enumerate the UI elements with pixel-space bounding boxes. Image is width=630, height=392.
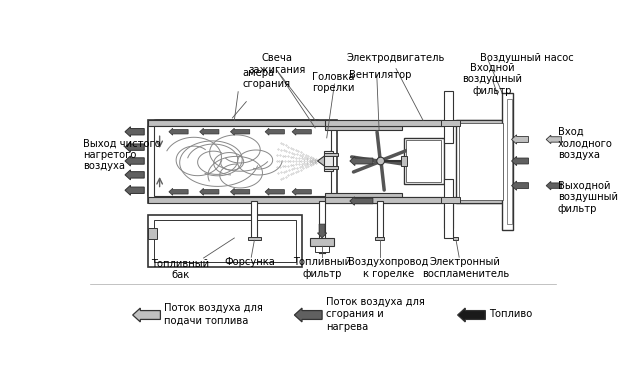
- Text: амера
сгорания: амера сгорания: [242, 68, 290, 89]
- Text: Вход
холодного
воздуха: Вход холодного воздуха: [558, 127, 612, 160]
- Polygon shape: [350, 156, 373, 166]
- Polygon shape: [231, 188, 249, 195]
- Bar: [404, 138, 444, 184]
- Bar: [148, 197, 502, 203]
- Bar: [148, 228, 158, 239]
- Polygon shape: [512, 156, 529, 166]
- Bar: [325, 125, 402, 130]
- Polygon shape: [169, 188, 188, 195]
- Bar: [444, 201, 453, 238]
- Text: Вентилятор: Вентилятор: [350, 70, 412, 80]
- Bar: [502, 93, 513, 230]
- Bar: [324, 153, 338, 156]
- Bar: [319, 201, 325, 240]
- Text: Поток воздуха для
подачи топлива: Поток воздуха для подачи топлива: [164, 303, 263, 325]
- Polygon shape: [125, 170, 144, 180]
- Polygon shape: [133, 308, 161, 322]
- Text: Топливный
бак: Топливный бак: [151, 259, 210, 280]
- Bar: [248, 237, 261, 240]
- Text: Форсунка: Форсунка: [224, 257, 275, 267]
- Text: Головка
горелки: Головка горелки: [312, 72, 354, 93]
- Polygon shape: [318, 224, 327, 238]
- Bar: [148, 215, 302, 267]
- Bar: [375, 237, 384, 240]
- Polygon shape: [200, 188, 219, 195]
- Polygon shape: [546, 181, 561, 190]
- Bar: [324, 166, 338, 169]
- Bar: [440, 197, 460, 203]
- Text: Топливный
фильтр: Топливный фильтр: [293, 257, 351, 279]
- Polygon shape: [125, 127, 144, 137]
- Bar: [315, 246, 329, 252]
- Polygon shape: [318, 151, 331, 171]
- Bar: [325, 197, 510, 203]
- Text: Выходной
воздушный
фильтр: Выходной воздушный фильтр: [558, 181, 618, 214]
- Text: Электронный
воспламенитель: Электронный воспламенитель: [421, 257, 509, 279]
- Bar: [453, 237, 457, 240]
- Bar: [251, 201, 258, 238]
- Bar: [325, 120, 510, 125]
- Polygon shape: [125, 156, 144, 166]
- Bar: [154, 220, 296, 262]
- Polygon shape: [292, 188, 311, 195]
- Bar: [440, 120, 460, 125]
- Text: Входной
воздушный
фильтр: Входной воздушный фильтр: [462, 62, 522, 96]
- Polygon shape: [350, 197, 373, 205]
- Circle shape: [377, 157, 384, 165]
- Polygon shape: [546, 135, 561, 144]
- Bar: [154, 126, 331, 196]
- Bar: [325, 192, 402, 197]
- Bar: [324, 151, 333, 171]
- Text: Топливо: Топливо: [489, 309, 532, 319]
- Polygon shape: [125, 142, 144, 152]
- Text: Выход чистого
нагретого
воздуха: Выход чистого нагретого воздуха: [83, 138, 161, 171]
- Polygon shape: [125, 185, 144, 195]
- Bar: [401, 156, 407, 166]
- Bar: [456, 120, 506, 203]
- FancyBboxPatch shape: [148, 120, 325, 203]
- Text: Воздухопровод
к горелке: Воздухопровод к горелке: [348, 257, 428, 279]
- Polygon shape: [512, 181, 529, 190]
- Polygon shape: [265, 188, 284, 195]
- Polygon shape: [294, 308, 322, 322]
- Text: Воздушный насос: Воздушный насос: [480, 53, 574, 63]
- Polygon shape: [231, 128, 249, 135]
- Text: Свеча
зажигания: Свеча зажигания: [248, 53, 306, 75]
- Bar: [148, 120, 336, 203]
- Bar: [148, 120, 502, 125]
- Bar: [507, 100, 512, 224]
- Polygon shape: [169, 128, 188, 135]
- Bar: [310, 238, 335, 246]
- Bar: [406, 140, 442, 182]
- Bar: [444, 180, 453, 228]
- Text: Поток воздуха для
сгорания и
нагрева: Поток воздуха для сгорания и нагрева: [326, 297, 425, 332]
- Bar: [156, 127, 318, 196]
- Text: Электродвигатель: Электродвигатель: [347, 53, 445, 63]
- Polygon shape: [292, 128, 311, 135]
- Polygon shape: [457, 308, 485, 322]
- Polygon shape: [265, 128, 284, 135]
- Bar: [459, 123, 503, 200]
- Polygon shape: [200, 128, 219, 135]
- Polygon shape: [512, 135, 529, 144]
- Bar: [377, 201, 383, 238]
- Bar: [444, 91, 453, 143]
